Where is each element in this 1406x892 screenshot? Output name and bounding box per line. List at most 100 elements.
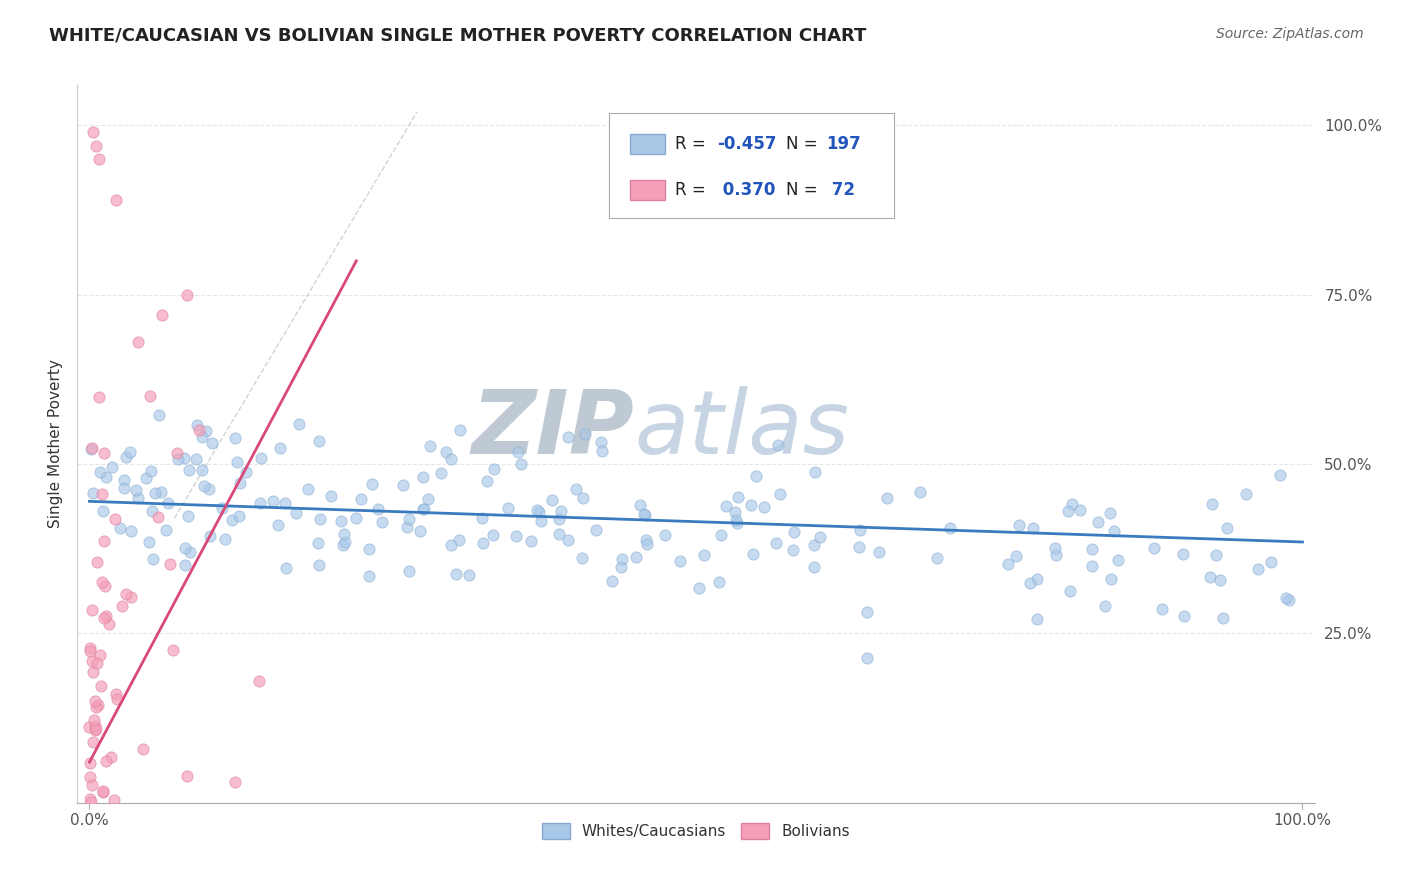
Point [1173, 608, 1195, 623]
Point [1205, 548, 1227, 562]
Point [1057, 504, 1080, 518]
Point [412, 470, 434, 484]
Point [458, 568, 481, 582]
Point [1026, 573, 1049, 587]
Point [187, 423, 209, 437]
Point [84, 694, 107, 708]
Point [636, 536, 658, 550]
Point [159, 558, 181, 572]
Point [585, 524, 607, 538]
Point [91, 784, 114, 798]
Point [849, 523, 872, 537]
Point [591, 444, 613, 458]
Point [89, 465, 111, 479]
Point [79, 792, 101, 806]
Point [221, 513, 243, 527]
Point [90, 679, 112, 693]
Point [82, 125, 104, 139]
Text: 197: 197 [825, 136, 860, 153]
Point [574, 426, 596, 441]
Point [198, 529, 221, 543]
Point [628, 498, 651, 512]
Point [80, 795, 103, 809]
Point [1081, 559, 1104, 574]
Point [330, 514, 353, 528]
Point [224, 431, 246, 445]
Point [100, 749, 122, 764]
Point [868, 544, 890, 558]
FancyBboxPatch shape [630, 134, 665, 154]
Point [710, 528, 733, 542]
Point [177, 509, 200, 524]
Point [714, 499, 737, 513]
Point [93, 446, 115, 460]
Point [803, 465, 825, 479]
Point [269, 441, 291, 455]
Point [548, 527, 571, 541]
Point [297, 482, 319, 496]
Point [89, 648, 111, 662]
Point [1275, 591, 1298, 605]
Text: atlas: atlas [634, 386, 849, 473]
Legend: Whites/Caucasians, Bolivians: Whites/Caucasians, Bolivians [536, 817, 856, 846]
Point [688, 581, 710, 595]
Point [94, 579, 117, 593]
Point [84, 138, 107, 153]
Text: 72: 72 [825, 181, 855, 199]
Point [274, 495, 297, 509]
Point [1260, 555, 1282, 569]
Point [572, 491, 595, 505]
Point [141, 504, 163, 518]
Point [80, 778, 103, 792]
Point [1069, 503, 1091, 517]
Point [149, 484, 172, 499]
Point [350, 492, 373, 507]
Point [79, 756, 101, 770]
Point [925, 551, 948, 566]
Point [741, 547, 763, 561]
Point [398, 565, 420, 579]
Point [1005, 549, 1028, 564]
Point [1201, 497, 1223, 511]
Point [344, 511, 367, 525]
Point [112, 481, 135, 495]
Point [1199, 570, 1222, 584]
Point [186, 417, 208, 432]
Point [228, 508, 250, 523]
Point [803, 539, 825, 553]
Point [211, 500, 233, 515]
Point [472, 536, 495, 550]
Point [308, 558, 330, 573]
Point [226, 455, 249, 469]
Point [529, 505, 551, 519]
Point [633, 508, 655, 522]
Point [745, 468, 768, 483]
Point [876, 491, 898, 505]
Point [600, 574, 623, 589]
Point [1098, 506, 1121, 520]
Point [1212, 611, 1234, 625]
Point [105, 686, 128, 700]
Point [93, 858, 115, 872]
Point [131, 742, 153, 756]
Point [1081, 541, 1104, 556]
Point [808, 530, 831, 544]
Point [357, 541, 380, 556]
Point [1107, 553, 1129, 567]
Point [87, 390, 110, 404]
Point [86, 555, 108, 569]
Point [1099, 572, 1122, 586]
Point [195, 425, 218, 439]
Point [669, 553, 692, 567]
Point [398, 512, 420, 526]
Point [141, 464, 163, 478]
Point [110, 521, 132, 535]
Point [557, 430, 579, 444]
Point [1043, 541, 1066, 555]
Point [571, 551, 593, 566]
Point [765, 535, 787, 549]
Point [1216, 521, 1239, 535]
Point [84, 718, 107, 732]
Point [224, 775, 246, 789]
Point [319, 489, 342, 503]
